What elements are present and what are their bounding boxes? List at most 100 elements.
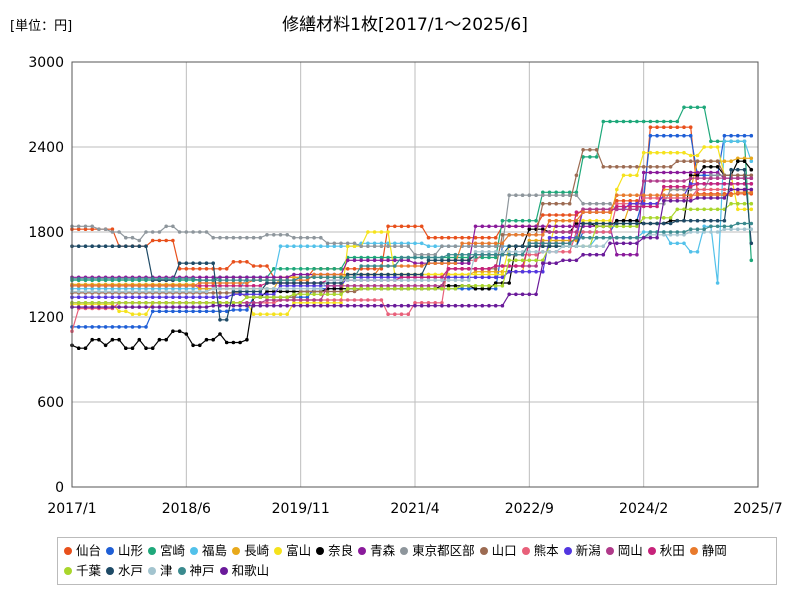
data-point	[641, 179, 646, 183]
data-point	[265, 298, 269, 302]
data-point	[211, 309, 215, 314]
data-point	[245, 303, 249, 308]
data-point	[164, 286, 168, 291]
data-point	[715, 165, 720, 169]
data-point	[749, 258, 754, 263]
data-point	[419, 224, 424, 229]
data-point	[83, 286, 88, 291]
data-point	[198, 278, 202, 283]
data-point	[171, 286, 175, 291]
data-point	[272, 298, 276, 302]
data-point	[541, 241, 545, 246]
data-point	[413, 241, 417, 246]
data-point	[305, 272, 310, 277]
data-point	[97, 286, 101, 291]
legend-label: 秋田	[659, 543, 685, 558]
data-point	[124, 346, 128, 351]
data-point	[171, 277, 175, 281]
data-point	[379, 258, 384, 263]
data-point	[198, 275, 202, 280]
data-point	[272, 275, 276, 280]
legend-item: 和歌山	[219, 561, 269, 581]
data-point	[615, 224, 619, 229]
data-point	[628, 207, 632, 212]
data-point	[668, 165, 673, 169]
data-point	[386, 275, 390, 280]
data-point	[332, 275, 337, 280]
data-point	[144, 305, 148, 309]
data-point	[191, 301, 195, 305]
data-point	[594, 221, 599, 226]
data-point	[567, 190, 572, 195]
data-point	[567, 244, 572, 248]
data-point	[722, 182, 727, 186]
data-point	[164, 277, 168, 281]
data-point	[413, 224, 417, 229]
data-point	[137, 284, 142, 288]
data-point	[285, 267, 290, 271]
data-point	[675, 230, 680, 234]
data-point	[641, 230, 646, 234]
data-point	[76, 301, 81, 305]
data-point	[662, 184, 666, 189]
data-point	[729, 167, 733, 172]
data-point	[224, 295, 229, 300]
data-point	[601, 230, 606, 234]
data-point	[76, 284, 81, 288]
data-point	[211, 278, 215, 283]
data-point	[379, 298, 384, 302]
data-point	[729, 227, 733, 231]
data-point	[198, 289, 202, 294]
data-point	[144, 346, 148, 351]
data-point	[588, 221, 592, 226]
data-point	[473, 252, 478, 257]
data-point	[635, 224, 639, 229]
data-point	[124, 309, 128, 314]
data-point	[594, 210, 599, 214]
data-point	[520, 193, 525, 197]
data-point	[668, 241, 673, 246]
data-point	[688, 159, 693, 163]
data-point	[520, 252, 525, 257]
data-point	[339, 292, 343, 297]
data-point	[541, 269, 545, 274]
data-point	[709, 170, 713, 175]
legend-label: 神戸	[189, 563, 215, 578]
data-point	[137, 325, 142, 329]
data-point	[480, 303, 485, 308]
data-point	[453, 286, 458, 291]
data-point	[258, 289, 263, 294]
legend-marker-icon	[689, 547, 698, 555]
data-point	[440, 255, 444, 260]
data-point	[386, 278, 390, 283]
data-point	[83, 301, 88, 305]
data-point	[702, 105, 706, 110]
data-point	[709, 145, 713, 149]
legend-item: 長崎	[232, 541, 269, 561]
x-tick-label: 2017/1	[47, 501, 96, 517]
data-point	[561, 224, 565, 229]
data-point	[507, 252, 512, 257]
data-point	[231, 235, 236, 240]
data-point	[238, 281, 242, 285]
data-point	[682, 105, 686, 110]
data-point	[574, 221, 579, 226]
data-point	[554, 250, 558, 254]
data-point	[305, 303, 310, 308]
data-point	[554, 190, 558, 195]
data-point	[473, 275, 478, 280]
data-point	[695, 173, 700, 178]
data-point	[514, 258, 518, 263]
data-point	[460, 252, 464, 257]
data-point	[399, 286, 404, 291]
data-point	[467, 303, 471, 308]
data-point	[500, 272, 505, 277]
data-point	[541, 258, 545, 263]
data-point	[184, 301, 189, 305]
data-point	[238, 289, 242, 294]
data-point	[594, 148, 599, 152]
data-point	[446, 284, 451, 288]
data-point	[359, 278, 364, 283]
data-point	[171, 238, 175, 243]
data-point	[601, 165, 606, 169]
